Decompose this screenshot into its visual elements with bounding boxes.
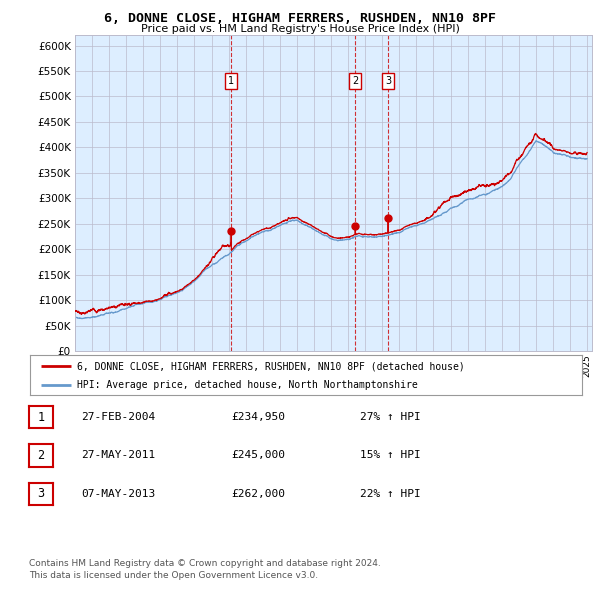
Text: 27-MAY-2011: 27-MAY-2011 <box>81 451 155 460</box>
Text: 22% ↑ HPI: 22% ↑ HPI <box>360 489 421 499</box>
Text: HPI: Average price, detached house, North Northamptonshire: HPI: Average price, detached house, Nort… <box>77 381 418 390</box>
Text: 27% ↑ HPI: 27% ↑ HPI <box>360 412 421 422</box>
Text: 15% ↑ HPI: 15% ↑ HPI <box>360 451 421 460</box>
Text: £245,000: £245,000 <box>231 451 285 460</box>
Text: 1: 1 <box>228 76 234 86</box>
Text: 6, DONNE CLOSE, HIGHAM FERRERS, RUSHDEN, NN10 8PF (detached house): 6, DONNE CLOSE, HIGHAM FERRERS, RUSHDEN,… <box>77 361 464 371</box>
Text: Price paid vs. HM Land Registry's House Price Index (HPI): Price paid vs. HM Land Registry's House … <box>140 24 460 34</box>
Text: £234,950: £234,950 <box>231 412 285 422</box>
Text: 07-MAY-2013: 07-MAY-2013 <box>81 489 155 499</box>
Text: 3: 3 <box>385 76 391 86</box>
Text: 2: 2 <box>352 76 358 86</box>
Text: This data is licensed under the Open Government Licence v3.0.: This data is licensed under the Open Gov… <box>29 571 318 579</box>
Text: 3: 3 <box>37 487 44 500</box>
Text: 2: 2 <box>37 449 44 462</box>
Text: 1: 1 <box>37 411 44 424</box>
Text: £262,000: £262,000 <box>231 489 285 499</box>
Text: 6, DONNE CLOSE, HIGHAM FERRERS, RUSHDEN, NN10 8PF: 6, DONNE CLOSE, HIGHAM FERRERS, RUSHDEN,… <box>104 12 496 25</box>
Text: 27-FEB-2004: 27-FEB-2004 <box>81 412 155 422</box>
Text: Contains HM Land Registry data © Crown copyright and database right 2024.: Contains HM Land Registry data © Crown c… <box>29 559 380 568</box>
